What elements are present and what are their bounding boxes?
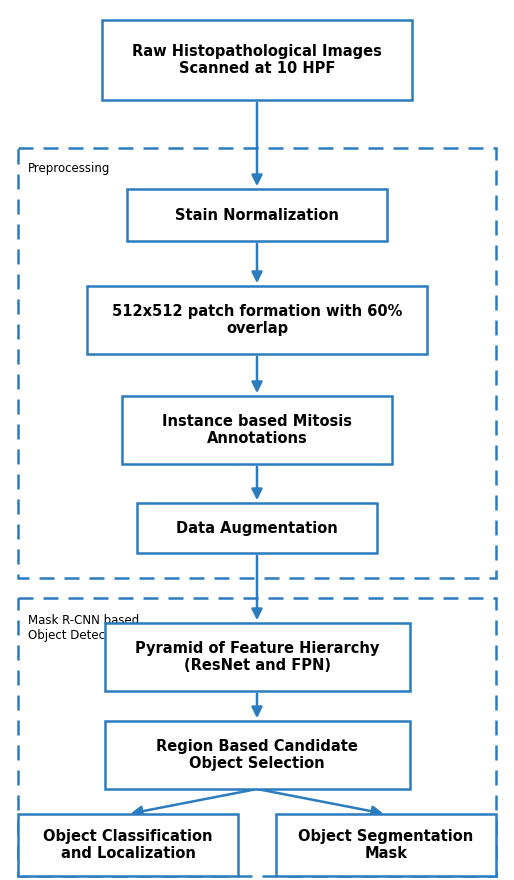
Text: Mask R-CNN based
Object Detection: Mask R-CNN based Object Detection [28,614,139,642]
FancyBboxPatch shape [276,814,496,876]
Text: Raw Histopathological Images
Scanned at 10 HPF: Raw Histopathological Images Scanned at … [132,44,382,77]
Text: Preprocessing: Preprocessing [28,162,111,175]
FancyBboxPatch shape [127,189,387,241]
Text: Stain Normalization: Stain Normalization [175,208,339,223]
FancyBboxPatch shape [122,396,392,464]
FancyBboxPatch shape [104,623,410,691]
FancyBboxPatch shape [137,503,377,553]
Text: Object Segmentation
Mask: Object Segmentation Mask [298,829,473,862]
Text: 512x512 patch formation with 60%
overlap: 512x512 patch formation with 60% overlap [112,304,402,336]
Text: Pyramid of Feature Hierarchy
(ResNet and FPN): Pyramid of Feature Hierarchy (ResNet and… [135,641,379,673]
FancyBboxPatch shape [87,286,427,354]
Text: Data Augmentation: Data Augmentation [176,520,338,536]
Text: Instance based Mitosis
Annotations: Instance based Mitosis Annotations [162,414,352,446]
FancyBboxPatch shape [18,814,238,876]
Text: Object Classification
and Localization: Object Classification and Localization [43,829,213,862]
FancyBboxPatch shape [102,20,412,100]
Text: Region Based Candidate
Object Selection: Region Based Candidate Object Selection [156,739,358,771]
Bar [18,598,496,876]
Bar [18,148,496,578]
FancyBboxPatch shape [104,721,410,789]
